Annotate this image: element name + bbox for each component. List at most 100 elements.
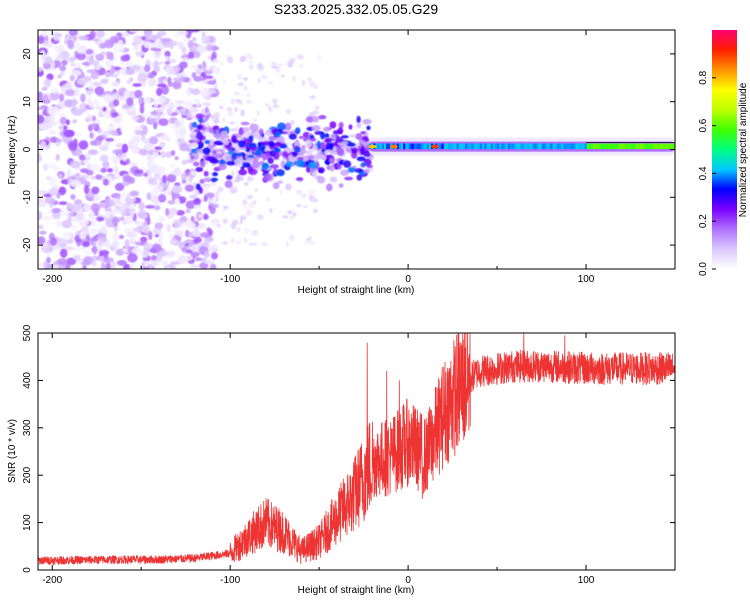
- heatmap-cell: [215, 191, 220, 196]
- heatmap-cell: [127, 161, 138, 167]
- heatmap-cell: [82, 265, 87, 269]
- heatmap-cell: [76, 52, 87, 61]
- line-hotspot: [389, 144, 398, 149]
- line-segment: [512, 143, 515, 150]
- heatmap-cell: [212, 149, 217, 155]
- heatmap-cell: [178, 196, 187, 204]
- x-tick-label: 100: [578, 575, 595, 586]
- snr-series-line: [38, 333, 675, 566]
- heatmap-cell: [133, 220, 140, 225]
- line-segment: [593, 143, 596, 150]
- line-segment: [554, 143, 558, 150]
- y-tick-label: 0: [22, 146, 33, 152]
- heatmap-cell: [80, 161, 86, 166]
- line-segment: [531, 143, 534, 150]
- line-segment: [428, 143, 432, 150]
- heatmap-cell: [257, 214, 264, 220]
- y-tick-label: 200: [22, 466, 33, 483]
- heatmap-cell: [129, 190, 139, 197]
- heatmap-cell: [132, 115, 140, 121]
- snr-x-ticks: -200 -100 0 100: [42, 333, 676, 586]
- heatmap-cell: [110, 65, 115, 75]
- x-tick-label: -100: [220, 274, 240, 285]
- heatmap-cell: [324, 149, 329, 156]
- line-segment: [439, 143, 442, 150]
- heatmap-cell: [242, 199, 248, 206]
- line-segment: [448, 143, 451, 150]
- heatmap-cell: [124, 208, 130, 217]
- heatmap-cell: [61, 59, 68, 66]
- heatmap-cell: [165, 207, 170, 216]
- heatmap-cell: [193, 161, 200, 167]
- heatmap-cell: [267, 157, 274, 164]
- line-segment: [443, 143, 447, 150]
- heatmap-cell: [133, 45, 140, 51]
- heatmap-cell: [217, 163, 227, 171]
- heatmap-cell: [208, 138, 214, 146]
- heatmap-cell: [65, 262, 71, 269]
- heatmap-cell: [38, 190, 48, 195]
- heatmap-cell: [309, 240, 315, 245]
- line-segment: [565, 143, 568, 150]
- line-segment: [659, 143, 662, 150]
- heatmap-cell: [362, 118, 372, 125]
- heatmap-cell: [118, 112, 123, 122]
- heatmap-cell: [340, 135, 349, 139]
- line-segment: [413, 143, 417, 150]
- heatmap-cell: [124, 61, 134, 67]
- heatmap-cell: [178, 126, 187, 137]
- line-segment: [597, 143, 600, 150]
- line-segment: [652, 143, 656, 150]
- heatmap-cell: [146, 217, 151, 225]
- heatmap-x-label: Height of straight line (km): [298, 285, 415, 296]
- line-segment: [576, 143, 579, 150]
- heatmap-cell: [205, 156, 215, 162]
- heatmap-cell: [153, 205, 161, 211]
- heatmap-cell: [252, 131, 261, 139]
- line-segment: [588, 143, 592, 150]
- heatmap-cell: [199, 87, 210, 97]
- snr-y-label: SNR (10 * v/v): [7, 419, 18, 483]
- heatmap-cell: [70, 70, 82, 76]
- heatmap-cell: [173, 167, 182, 177]
- line-segment: [409, 143, 413, 150]
- heatmap-cell: [225, 175, 233, 180]
- heatmap-cell: [264, 102, 270, 107]
- line-segment: [415, 143, 419, 150]
- line-segment: [573, 143, 577, 150]
- heatmap-cell: [211, 67, 219, 74]
- heatmap-cell: [92, 196, 99, 202]
- heatmap-cell: [129, 77, 134, 82]
- heatmap-cell: [106, 51, 111, 60]
- heatmap-cell: [242, 127, 250, 133]
- heatmap-cell: [67, 140, 78, 149]
- line-segment: [458, 143, 462, 150]
- heatmap-cell: [80, 93, 86, 103]
- heatmap-cell: [166, 137, 172, 143]
- line-segment: [631, 143, 635, 150]
- heatmap-cell: [343, 160, 352, 168]
- heatmap-cell: [71, 98, 77, 108]
- heatmap-cell: [179, 143, 190, 152]
- heatmap-cell: [38, 236, 46, 245]
- heatmap-cell: [98, 144, 109, 152]
- heatmap-cell: [129, 262, 136, 269]
- heatmap-cell: [132, 83, 142, 87]
- heatmap-cell: [221, 116, 226, 123]
- heatmap-cell: [102, 178, 109, 186]
- heatmap-cell: [213, 84, 219, 89]
- heatmap-cell: [44, 78, 51, 88]
- heatmap-cell: [156, 112, 161, 118]
- heatmap-cell: [275, 131, 281, 138]
- heatmap-cell: [99, 154, 109, 163]
- heatmap-cell: [59, 93, 65, 102]
- heatmap-cell: [204, 139, 211, 145]
- heatmap-cell: [126, 231, 137, 239]
- heatmap-cell: [115, 142, 124, 149]
- heatmap-cell: [158, 118, 169, 126]
- heatmap-cell: [360, 162, 367, 168]
- heatmap-cell: [355, 133, 363, 140]
- heatmap-cell: [149, 114, 155, 119]
- heatmap-cell: [242, 206, 248, 211]
